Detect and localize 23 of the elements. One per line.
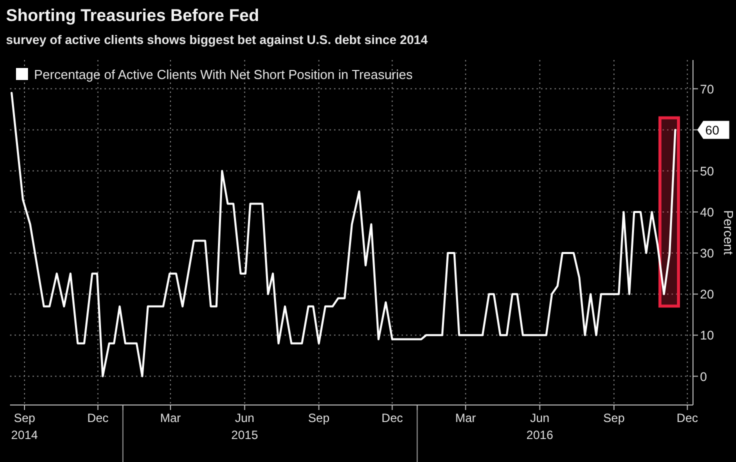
- line-series: [10, 92, 676, 378]
- y-tick-label: 40: [700, 205, 714, 220]
- y-tick-label: 70: [700, 82, 714, 96]
- x-tick-label: Mar: [160, 411, 181, 425]
- legend-label: Percentage of Active Clients With Net Short Position in Treasuries: [34, 67, 414, 82]
- x-tick-label: Dec: [382, 411, 403, 425]
- x-tick-label: Jun 2016: [526, 411, 554, 442]
- x-tick-label: Mar: [455, 411, 476, 425]
- y-tick-label: 0: [700, 370, 707, 384]
- x-tick-label: Sep: [603, 411, 625, 425]
- x-tick-label: Dec: [676, 411, 698, 425]
- y-tick-label: 10: [700, 328, 714, 343]
- annotation: 60: [705, 123, 720, 138]
- x-tick-label: Jun 2015: [231, 411, 258, 442]
- y-axis-title: Percent: [721, 210, 736, 256]
- chart-subtitle: survey of active clients shows biggest bet against U.S. debt since 2014: [6, 33, 428, 47]
- chart-title: Shorting Treasuries Before Fed: [6, 6, 260, 25]
- x-tick-label: Sep: [308, 411, 330, 425]
- y-tick-label: 50: [700, 164, 714, 178]
- y-tick-label: 30: [700, 246, 714, 261]
- x-tick-label: Dec: [87, 411, 109, 425]
- y-tick-label: 20: [700, 288, 714, 302]
- x-tick-label: Sep 2014: [11, 411, 38, 442]
